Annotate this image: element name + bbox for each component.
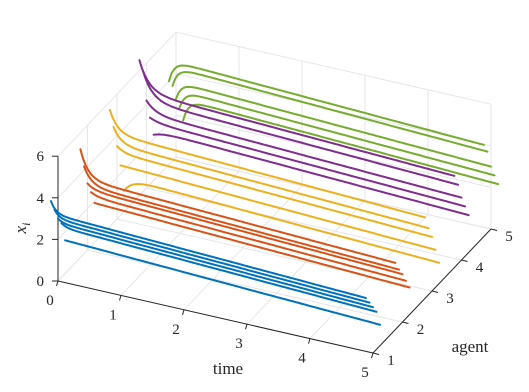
y-tick-label: 1 [387, 353, 395, 369]
series-line-agent-3 [108, 109, 426, 219]
series-line-agent-4 [142, 70, 459, 186]
grid-line [146, 187, 462, 261]
series-line-agent-1 [49, 200, 367, 299]
grid-line [87, 249, 403, 323]
series-line-agent-5 [178, 94, 496, 177]
x-tick-label: 5 [361, 365, 369, 381]
series-line-agent-2 [90, 191, 407, 282]
series-line-agent-2 [93, 202, 411, 289]
series-line-agent-4 [149, 116, 466, 208]
series-line-agent-3 [112, 126, 430, 230]
y-tick-label: 5 [505, 229, 513, 245]
series-line-agent-1 [64, 239, 382, 326]
y-tick-label: 2 [417, 322, 425, 338]
y-tick-label: 4 [476, 260, 484, 276]
series-line-agent-5 [175, 85, 492, 168]
series [49, 59, 500, 326]
x-tick-label: 2 [172, 322, 180, 338]
z-tick-label: 2 [37, 232, 45, 248]
x-tick-mark [182, 309, 185, 315]
z-tick-label: 0 [37, 274, 45, 290]
y-tick-mark [490, 228, 498, 231]
series-line-agent-4 [138, 59, 456, 177]
x-tick-label: 3 [235, 336, 243, 352]
series-line-agent-2 [83, 165, 400, 271]
x-tick-label: 1 [109, 307, 117, 323]
x-tick-label: 0 [46, 293, 54, 309]
z-tick-label: 6 [37, 149, 45, 165]
grid-line [57, 115, 177, 240]
series-line-agent-3 [119, 164, 437, 251]
y-tick-mark [402, 321, 409, 324]
series-line-agent-4 [145, 99, 463, 199]
y-tick-mark [431, 290, 439, 293]
x-tick-mark [245, 324, 248, 330]
series-line-agent-5 [171, 70, 489, 153]
z-tick-label: 4 [37, 191, 45, 207]
series-line-agent-2 [79, 148, 397, 264]
x-tick-label: 4 [298, 351, 306, 367]
grid-line [175, 31, 492, 105]
x-tick-mark [371, 352, 374, 359]
series-line-agent-3 [123, 182, 441, 264]
series-line-agent-1 [53, 208, 371, 304]
series-line-agent-1 [60, 222, 378, 313]
x-axis-label: time [213, 359, 243, 378]
x-tick-mark [56, 280, 59, 287]
series-line-agent-3 [116, 145, 433, 238]
y-tick-label: 3 [446, 291, 454, 307]
tick-labels: 0 1 2 3 4 5 1 2 3 4 5 0 2 4 6 [37, 149, 513, 381]
series-line-agent-4 [152, 133, 470, 217]
x-tick-mark [119, 295, 122, 301]
x-tick-mark [308, 338, 311, 344]
y-tick-mark [372, 352, 380, 355]
y-tick-mark [461, 259, 468, 262]
series-line-agent-5 [167, 64, 485, 146]
x-axis-line [57, 280, 374, 354]
series-line-agent-1 [57, 217, 374, 309]
z-axis-label: xi [11, 223, 33, 235]
axes [52, 155, 498, 359]
grid-line [57, 31, 177, 157]
series-line-agent-5 [182, 103, 500, 186]
series-line-agent-2 [86, 182, 404, 276]
grid [57, 31, 492, 354]
y-axis-label: agent [452, 337, 489, 356]
